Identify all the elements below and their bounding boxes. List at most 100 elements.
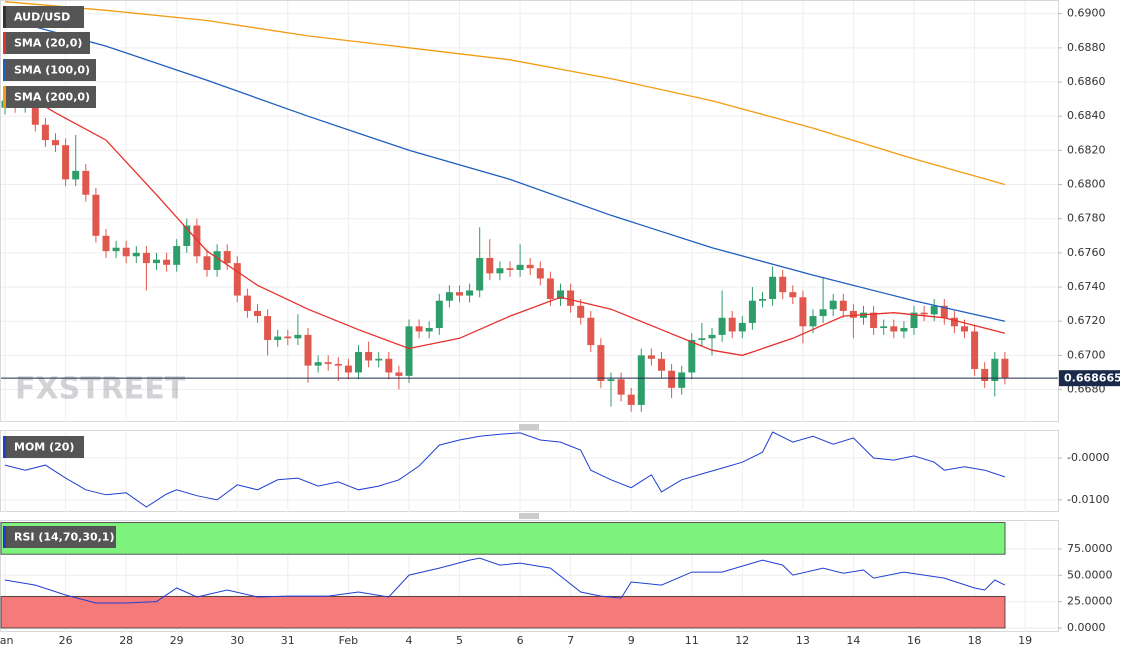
x-tick-label: 7 xyxy=(567,634,574,647)
under-layer: 0.6900 0.6880 0.6860 0.6840 0.6820 0.6800 0.67… xyxy=(0,1,1113,647)
candle-body xyxy=(445,292,453,301)
indicator-line xyxy=(4,557,1006,604)
candle-body xyxy=(395,372,403,376)
x-tick-label: 28 xyxy=(119,634,133,647)
y-tick-label: -0.0100 xyxy=(1067,493,1109,506)
candle-body xyxy=(122,247,130,257)
candle-body xyxy=(102,235,110,252)
candle-body xyxy=(203,256,211,270)
x-tick-label: 9 xyxy=(628,634,635,647)
price-tag-label: 0.668665 xyxy=(1064,372,1122,385)
candle-body xyxy=(536,268,544,279)
indicator-title: RSI (14,70,30,1) xyxy=(14,531,114,544)
candle-body xyxy=(173,246,181,265)
x-tick-label: 13 xyxy=(796,634,810,647)
candle-body xyxy=(829,300,837,310)
candle-body xyxy=(1001,358,1009,378)
candle-body xyxy=(425,328,433,332)
candle-body xyxy=(476,257,484,291)
band xyxy=(0,522,1006,555)
y-tick-label: -0.0000 xyxy=(1067,451,1109,464)
candle-body xyxy=(991,358,999,381)
candle-body xyxy=(304,334,312,366)
y-tick-label: 0.0000 xyxy=(1067,621,1106,634)
indicator-title: MOM (20) xyxy=(14,441,74,454)
candle-body xyxy=(637,355,645,405)
watermark: FXSTREET xyxy=(15,372,186,407)
rsi-panel xyxy=(0,520,1059,632)
candle-body xyxy=(698,338,706,340)
candle-body xyxy=(355,351,362,373)
candle-body xyxy=(365,351,373,361)
x-tick-label: 12 xyxy=(735,634,749,647)
band xyxy=(0,595,1006,629)
candle-body xyxy=(243,295,251,311)
legend-box xyxy=(3,6,84,28)
candle-body xyxy=(142,252,150,264)
y-tick-label: 0.6720 xyxy=(1067,314,1106,327)
candle-body xyxy=(900,328,908,332)
candle-body xyxy=(112,247,120,252)
candle-body xyxy=(627,394,635,405)
candle-body xyxy=(849,310,857,318)
candle-body xyxy=(708,334,716,339)
candle-body xyxy=(567,290,575,306)
candle-body xyxy=(385,358,393,373)
candle-body xyxy=(769,276,777,299)
x-tick-label: 5 xyxy=(456,634,463,647)
candle-body xyxy=(466,290,474,296)
x-tick-label: Jan xyxy=(0,634,14,647)
legend-box xyxy=(3,436,84,458)
candle-body xyxy=(930,305,938,315)
candle-body xyxy=(688,339,696,373)
candle-body xyxy=(607,379,615,381)
candle-body xyxy=(880,326,888,329)
candle-body xyxy=(940,305,948,318)
candle-body xyxy=(132,252,140,257)
candle-body xyxy=(516,264,524,270)
legend: AUD/USD SMA (20,0) SMA (100,0) SMA (200,… xyxy=(3,6,116,548)
candle-body xyxy=(264,316,272,340)
y-tick-label: 50.0000 xyxy=(1067,568,1113,581)
candle-body xyxy=(799,297,807,327)
candle-body xyxy=(647,355,655,359)
candle-body xyxy=(728,317,736,332)
candle-body xyxy=(92,194,100,236)
mom-panel xyxy=(0,430,1059,512)
x-tick-label: Feb xyxy=(339,634,358,647)
x-tick-label: 11 xyxy=(685,634,699,647)
legend-box xyxy=(3,59,96,81)
candle-body xyxy=(314,362,322,366)
candle-body xyxy=(950,317,958,327)
y-tick-label: 0.6880 xyxy=(1067,41,1106,54)
x-tick-label: 31 xyxy=(281,634,295,647)
candle-body xyxy=(82,170,90,195)
x-tick-label: 4 xyxy=(406,634,413,647)
candle-body xyxy=(587,317,595,346)
over-layer: 0.668665 xyxy=(1,1,1122,604)
legend-title: AUD/USD xyxy=(14,11,70,24)
candle-body xyxy=(971,331,979,370)
candle-body xyxy=(658,358,665,371)
legend-box xyxy=(3,86,96,108)
legend-entry: SMA (20,0) xyxy=(14,37,82,50)
x-tick-label: 30 xyxy=(230,634,244,647)
candle-body xyxy=(435,300,443,329)
legend-entry: SMA (200,0) xyxy=(14,91,90,104)
x-tick-label: 16 xyxy=(907,634,921,647)
candle-body xyxy=(920,312,928,315)
candle-body xyxy=(870,312,878,329)
candle-body xyxy=(748,300,756,323)
candle-body xyxy=(375,358,383,361)
candle-body xyxy=(254,310,261,317)
candle-body xyxy=(193,225,201,257)
candle-body xyxy=(324,362,332,364)
candle-body xyxy=(233,263,241,296)
candle-body xyxy=(506,268,514,270)
legend-stripe xyxy=(3,59,6,81)
legend-box xyxy=(3,526,116,548)
candle-body xyxy=(961,326,968,332)
candle-body xyxy=(910,312,918,329)
candle-body xyxy=(183,225,191,247)
